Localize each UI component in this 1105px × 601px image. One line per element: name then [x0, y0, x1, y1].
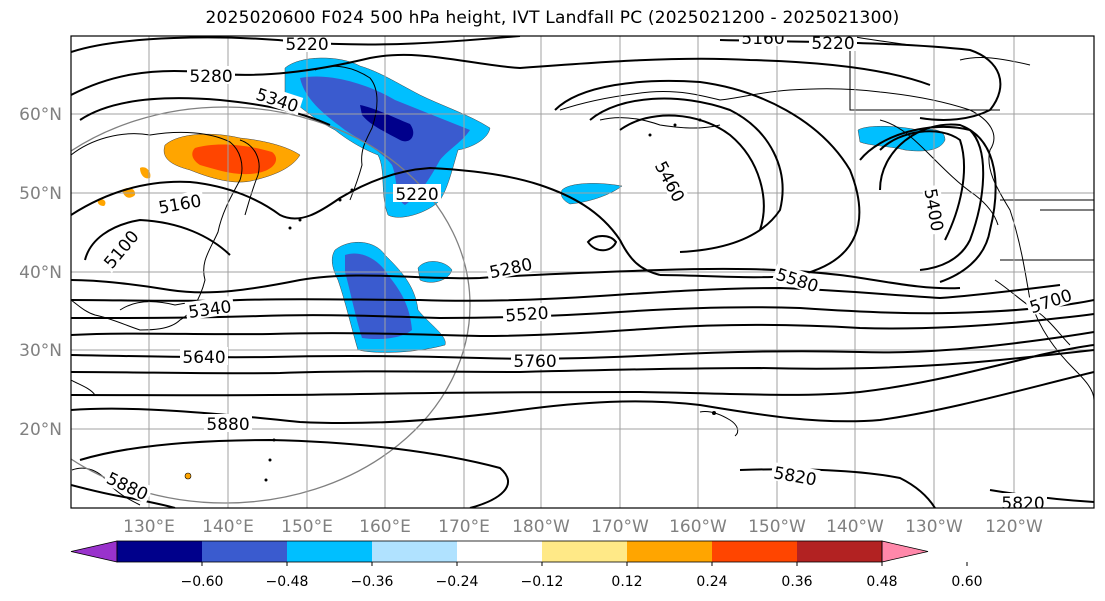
colorbar-segment	[202, 541, 287, 562]
latitude-label: 50°N	[19, 184, 62, 204]
colorbar-tick-label: 0.60	[951, 574, 982, 590]
longitude-label: 160°W	[669, 517, 727, 537]
svg-text:5820: 5820	[1001, 494, 1044, 514]
latitude-label: 20°N	[19, 420, 62, 440]
region-circle	[71, 106, 471, 504]
svg-text:5640: 5640	[182, 348, 225, 368]
contour-label: 5820	[999, 493, 1047, 514]
contour-label: 5160	[739, 29, 787, 49]
svg-text:5520: 5520	[505, 304, 550, 327]
colorbar-tick-label: 0.24	[696, 574, 727, 590]
map-title: 2025020600 F024 500 hPa height, IVT Land…	[205, 8, 900, 28]
colorbar-segment	[457, 541, 542, 562]
longitude-labels: 130°E 140°E 150°E 160°E 170°E 180°W 170°W 160°W…	[123, 517, 1043, 537]
contour-label: 5760	[511, 351, 559, 372]
colorbar-segment	[287, 541, 372, 562]
colorbar-segment	[117, 541, 202, 562]
colorbar-segment	[372, 541, 457, 562]
longitude-label: 180°W	[512, 517, 570, 537]
contour-label: 5280	[187, 66, 235, 87]
contour-label: 5220	[283, 35, 331, 55]
longitude-label: 120°W	[985, 517, 1043, 537]
colorbar-segment	[627, 541, 712, 562]
svg-text:5220: 5220	[811, 34, 854, 54]
longitude-label: 130°W	[905, 517, 963, 537]
longitude-label: 150°E	[281, 517, 333, 537]
colorbar-tick-label: 0.48	[866, 574, 897, 590]
longitude-label: 170°E	[438, 517, 490, 537]
longitude-label: 140°W	[826, 517, 884, 537]
height-contours	[71, 36, 1094, 508]
colorbar-tick-label: 0.36	[781, 574, 812, 590]
svg-text:5160: 5160	[741, 29, 784, 49]
latitude-label: 40°N	[19, 263, 62, 283]
latitude-label: 30°N	[19, 341, 62, 361]
colorbar-extend-low	[70, 540, 118, 563]
contour-label: 5640	[180, 347, 228, 368]
longitude-label: 130°E	[123, 517, 175, 537]
longitude-label: 170°W	[591, 517, 649, 537]
contour-label: 5220	[809, 34, 857, 54]
svg-text:5220: 5220	[395, 185, 438, 205]
colorbar-tick-label: −0.48	[266, 574, 309, 590]
colorbar-segment	[797, 541, 882, 562]
contour-label: 5880	[204, 414, 252, 435]
colorbar-segment	[542, 541, 627, 562]
latitude-label: 60°N	[19, 105, 62, 125]
colorbar-tick-label: −0.12	[521, 574, 564, 590]
colorbar-segment	[712, 541, 797, 562]
longitude-label: 160°E	[359, 517, 411, 537]
svg-text:5880: 5880	[206, 415, 249, 435]
svg-text:5760: 5760	[513, 352, 556, 372]
colorbar: −0.60 −0.48 −0.36 −0.24 −0.12 0.12 0.24 0.36 0.4…	[70, 540, 983, 590]
longitude-label: 140°E	[202, 517, 254, 537]
contour-label: 5520	[502, 302, 552, 327]
longitude-label: 150°W	[748, 517, 806, 537]
colorbar-tick-label: 0.12	[611, 574, 642, 590]
contour-label: 5220	[393, 184, 441, 205]
colorbar-extend-high	[881, 540, 929, 563]
svg-text:5280: 5280	[189, 67, 232, 87]
colorbar-tick-label: −0.36	[351, 574, 394, 590]
colorbar-tick-label: −0.60	[181, 574, 224, 590]
svg-text:5220: 5220	[285, 35, 328, 55]
latitude-labels: 60°N 50°N 40°N 30°N 20°N	[19, 105, 62, 440]
colorbar-tick-label: −0.24	[436, 574, 479, 590]
